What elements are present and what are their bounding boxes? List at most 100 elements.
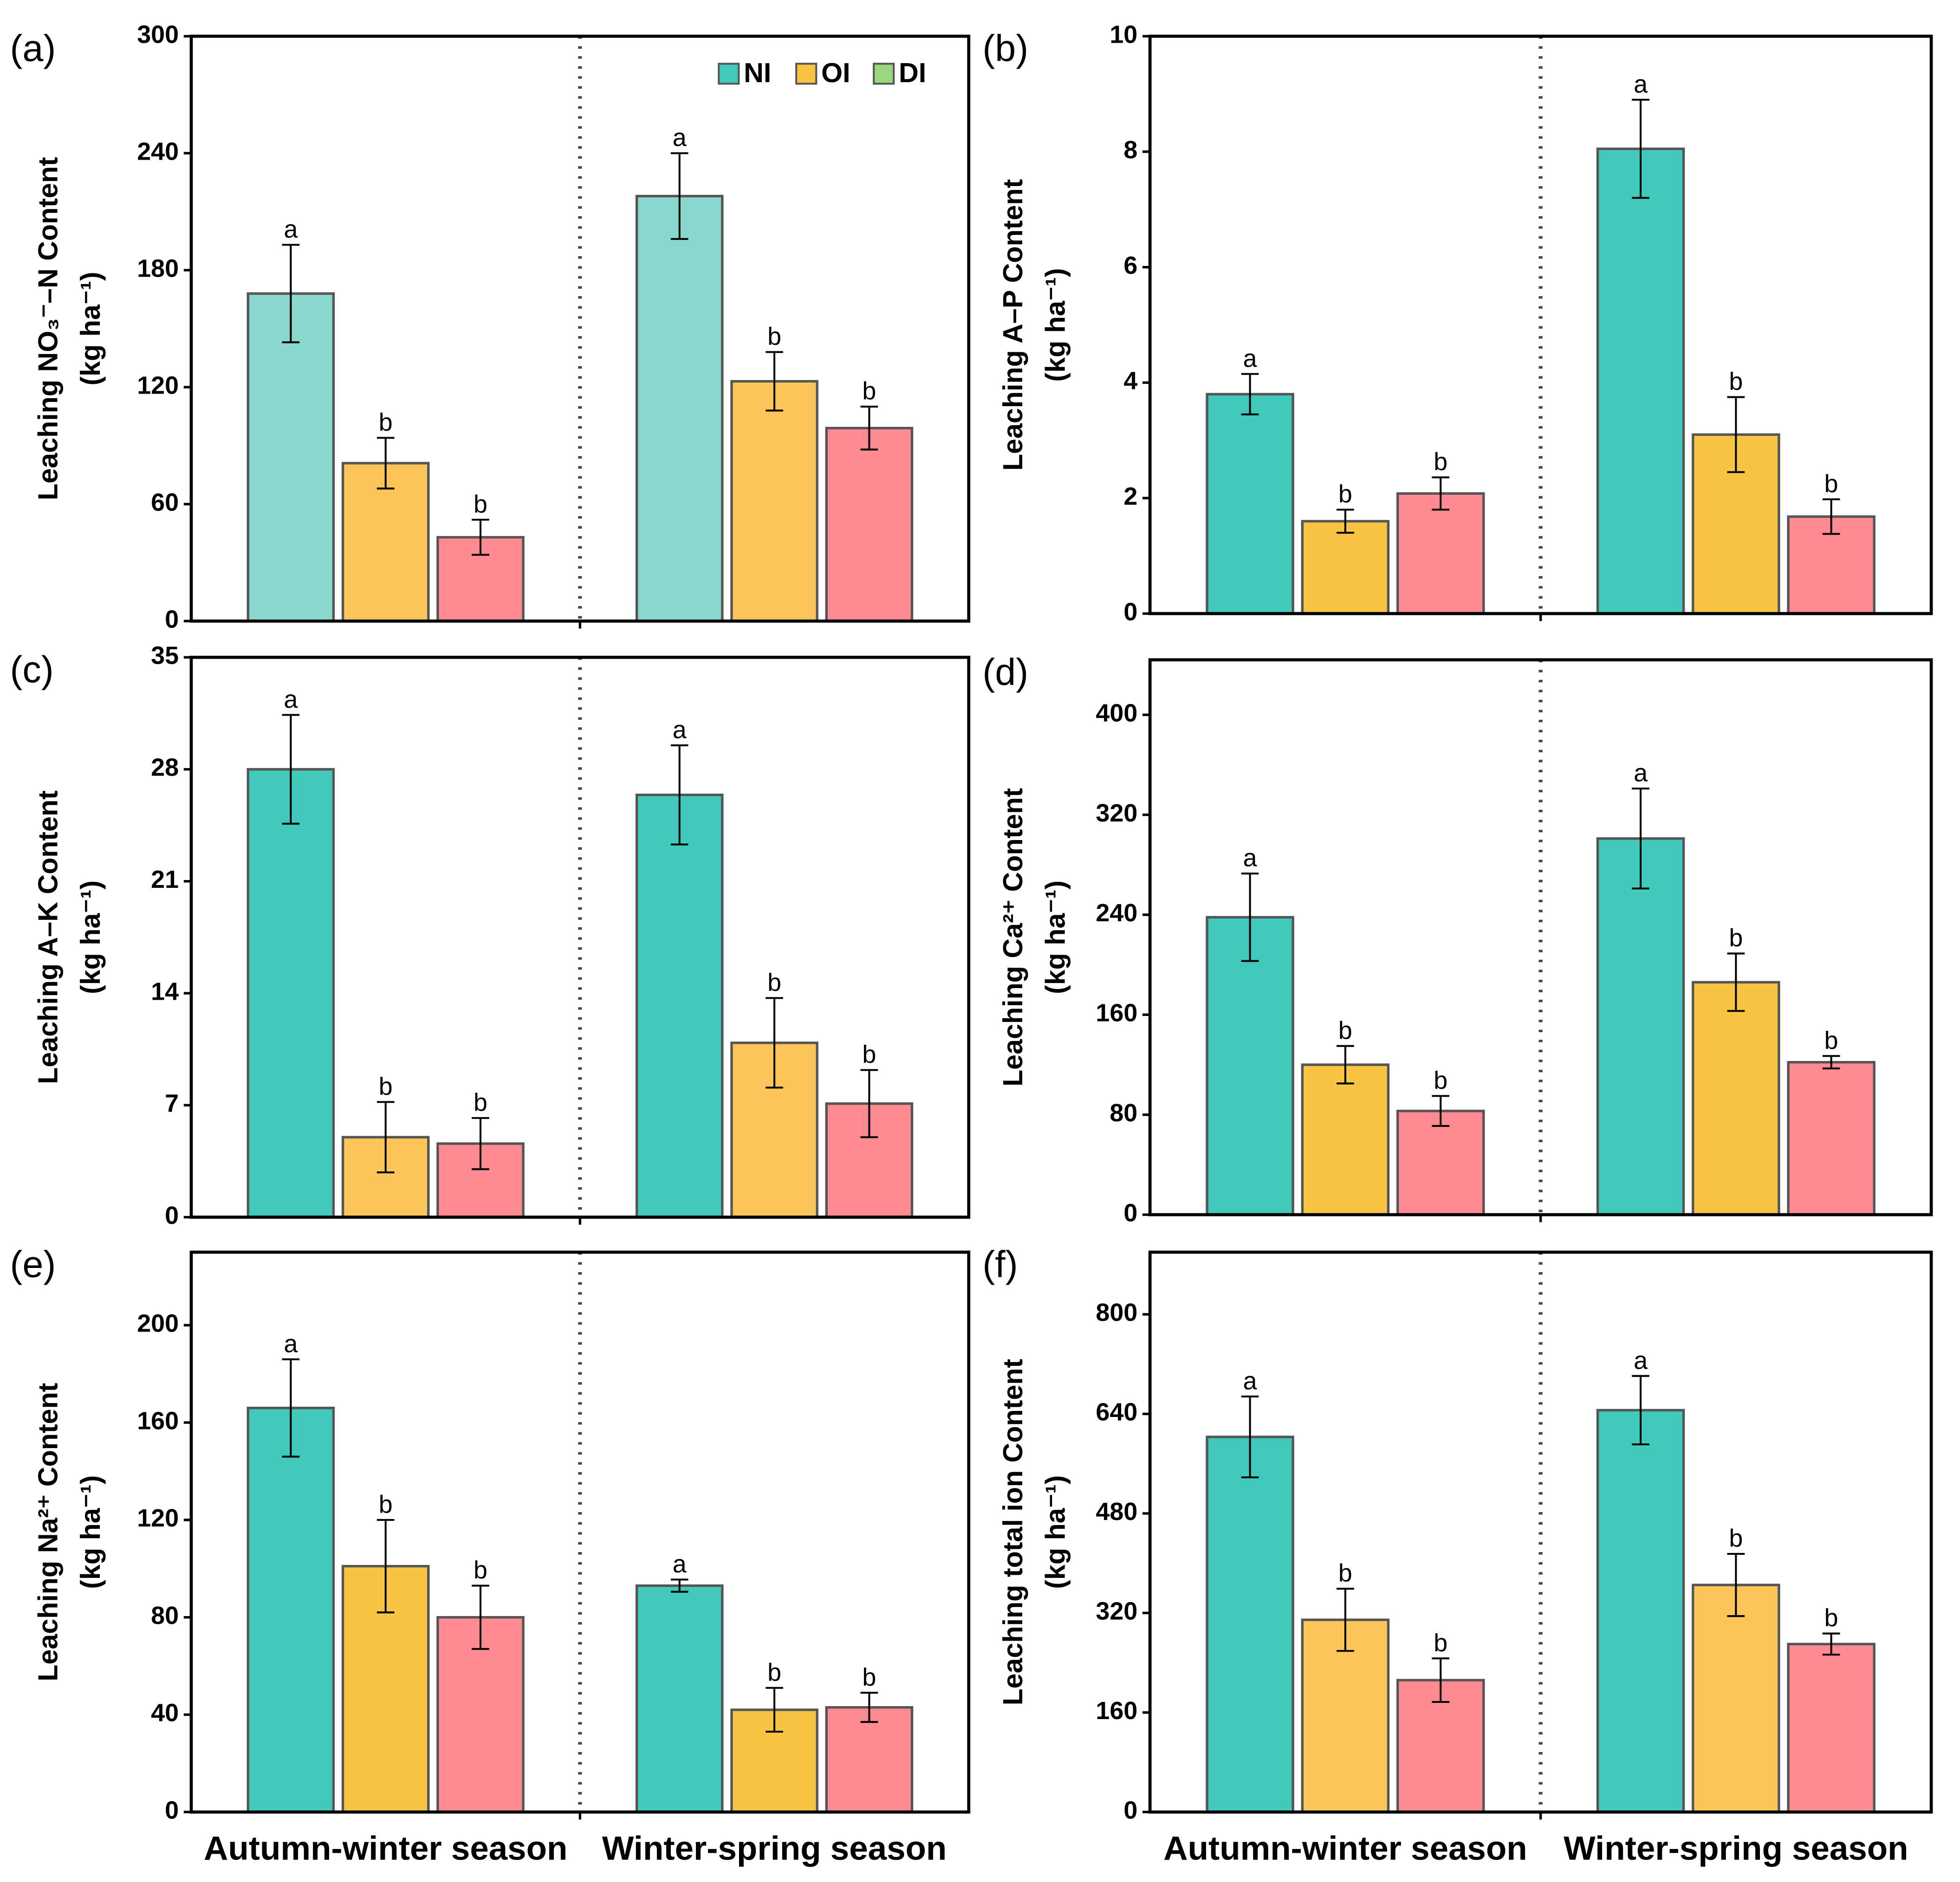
bar	[1301, 520, 1390, 615]
significance-letter: b	[379, 408, 393, 436]
bar	[635, 194, 724, 622]
bar	[1692, 1584, 1780, 1813]
significance-letter: b	[767, 969, 781, 996]
significance-letter: a	[284, 215, 298, 243]
significance-letter: b	[1338, 1016, 1352, 1044]
y-axis-title: Leaching NO₃⁻–N Content	[32, 157, 63, 500]
y-axis-title: (kg ha⁻¹)	[75, 1475, 106, 1589]
y-tick-label: 120	[137, 371, 179, 399]
legend-label: DI	[899, 57, 926, 88]
y-tick-label: 10	[1110, 20, 1137, 48]
bar	[1787, 1061, 1876, 1216]
significance-letter: a	[673, 1550, 687, 1578]
y-tick-label: 200	[137, 1310, 179, 1338]
y-tick-label: 28	[151, 754, 179, 782]
significance-letter: b	[1434, 1067, 1447, 1094]
panel-label: (a)	[10, 28, 56, 70]
bar	[1692, 981, 1780, 1216]
significance-letter: b	[379, 1490, 393, 1518]
y-tick-label: 0	[165, 1796, 179, 1824]
y-tick-label: 0	[1123, 1199, 1137, 1227]
y-tick-label: 21	[151, 866, 179, 893]
y-axis-title: (kg ha⁻¹)	[1040, 880, 1071, 994]
legend-swatch	[873, 63, 895, 85]
y-tick-label: 8	[1123, 136, 1137, 164]
significance-letter: a	[1243, 844, 1257, 872]
y-tick-label: 80	[151, 1602, 179, 1630]
significance-letter: b	[1824, 470, 1838, 498]
significance-letter: b	[1824, 1604, 1838, 1632]
bar	[1396, 492, 1485, 615]
significance-letter: b	[862, 1663, 876, 1691]
legend-label: OI	[821, 57, 850, 88]
y-tick-label: 4	[1123, 367, 1137, 395]
significance-letter: a	[1634, 70, 1648, 98]
y-tick-label: 0	[165, 605, 179, 633]
panel-label: (c)	[10, 649, 54, 691]
y-tick-label: 640	[1096, 1398, 1137, 1426]
x-tick-label: Autumn-winter season	[1163, 1830, 1527, 1867]
bar	[1787, 1643, 1876, 1813]
y-axis-title: (kg ha⁻¹)	[1040, 1475, 1071, 1589]
x-tick-label: Autumn-winter season	[204, 1830, 568, 1867]
y-tick-label: 320	[1096, 1597, 1137, 1625]
panel-label: (e)	[10, 1244, 56, 1286]
y-tick-label: 240	[137, 137, 179, 165]
legend-swatch	[718, 63, 740, 85]
significance-letter: b	[1338, 480, 1352, 508]
y-axis-title: Leaching Ca²⁺ Content	[997, 788, 1028, 1087]
y-tick-label: 160	[137, 1407, 179, 1435]
significance-letter: a	[284, 686, 298, 713]
panel-label: (f)	[982, 1244, 1018, 1286]
significance-letter: a	[1243, 1367, 1257, 1395]
bar	[635, 1584, 724, 1813]
y-tick-label: 60	[151, 488, 179, 516]
plot-frame	[1148, 34, 1933, 615]
bar	[825, 427, 914, 622]
significance-letter: a	[284, 1330, 298, 1358]
significance-letter: b	[1434, 1629, 1447, 1657]
x-tick-label: Winter-spring season	[602, 1830, 947, 1867]
significance-letter: b	[474, 1556, 487, 1584]
significance-letter: b	[1729, 1525, 1743, 1552]
significance-letter: b	[474, 490, 487, 518]
y-tick-label: 0	[165, 1202, 179, 1229]
y-tick-label: 6	[1123, 252, 1137, 279]
y-tick-label: 0	[1123, 598, 1137, 626]
y-axis-title: (kg ha⁻¹)	[75, 272, 106, 386]
y-tick-label: 40	[151, 1699, 179, 1727]
significance-letter: a	[1634, 1346, 1648, 1374]
panel-label: (b)	[982, 28, 1028, 70]
y-tick-label: 160	[1096, 1697, 1137, 1725]
y-tick-label: 240	[1096, 899, 1137, 927]
y-tick-label: 14	[151, 977, 179, 1005]
significance-letter: b	[862, 1041, 876, 1068]
y-tick-label: 400	[1096, 699, 1137, 727]
panel-label: (d)	[982, 651, 1028, 693]
significance-letter: b	[1729, 368, 1743, 395]
y-tick-label: 480	[1096, 1498, 1137, 1526]
bar	[1206, 1436, 1294, 1813]
significance-letter: a	[673, 124, 687, 152]
y-tick-label: 300	[137, 20, 179, 48]
y-tick-label: 120	[137, 1504, 179, 1532]
significance-letter: b	[767, 323, 781, 350]
bar	[1206, 393, 1294, 615]
legend-swatch	[795, 63, 818, 85]
significance-letter: b	[1824, 1027, 1838, 1054]
significance-letter: b	[1729, 924, 1743, 952]
plot-frame	[189, 655, 971, 1219]
legend-label: NI	[744, 57, 771, 88]
y-tick-label: 180	[137, 254, 179, 282]
bar	[1301, 1063, 1390, 1216]
y-tick-label: 2	[1123, 482, 1137, 510]
significance-letter: a	[1243, 344, 1257, 372]
bar	[1596, 147, 1685, 615]
y-tick-label: 800	[1096, 1299, 1137, 1326]
y-tick-label: 320	[1096, 799, 1137, 827]
bar	[247, 768, 335, 1219]
significance-letter: b	[767, 1658, 781, 1686]
significance-letter: a	[1634, 759, 1648, 787]
y-tick-label: 0	[1123, 1796, 1137, 1824]
